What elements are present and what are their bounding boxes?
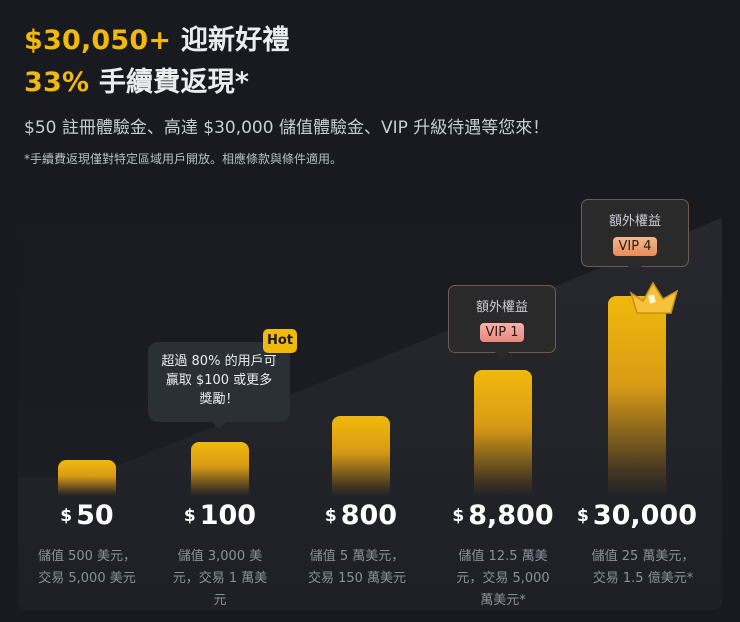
vip1-callout: 額外權益 VIP 1 — [448, 285, 556, 360]
hot-badge: Hot — [263, 329, 297, 353]
hot-tooltip-line: 超過 80% 的用戶可 — [161, 354, 277, 369]
tier-bar-8800 — [474, 370, 532, 496]
tier-amount: $800 — [324, 500, 398, 531]
tier-description: 儲值 5 萬美元， 交易 150 萬美元 — [307, 549, 407, 586]
subtitle: $50 註冊體驗金、高達 $30,000 儲值體驗金、VIP 升級待遇等您來！ — [24, 118, 550, 138]
tier-description: 儲值 25 萬美元， 交易 1.5 億美元* — [591, 549, 695, 586]
hot-tooltip-line: 贏取 $100 或更多 — [165, 373, 273, 388]
hot-tooltip-line: 獎勵！ — [199, 392, 239, 407]
tier-description: 儲值 500 美元， 交易 5,000 美元 — [37, 549, 137, 586]
headline-text: 迎新好禮 — [180, 25, 290, 56]
vip4-tag: VIP 4 — [612, 237, 658, 256]
vip1-tag: VIP 1 — [479, 323, 525, 342]
tier-description: 儲值 3,000 美元，交易 1 萬美元 — [172, 549, 268, 608]
rebate-text: 手續費返現* — [98, 67, 250, 98]
tier-bar-30000 — [608, 296, 666, 496]
tier-description: 儲值 12.5 萬美 元，交易 5,000 萬美元* — [456, 549, 550, 608]
headline-welcome-gift: $30,050+ 迎新好禮 — [24, 18, 290, 57]
tier-amount: $100 — [183, 500, 257, 531]
reward-tiers-panel: 超過 80% 的用戶可 贏取 $100 或更多 獎勵！ Hot 額外權益 VIP… — [18, 178, 722, 610]
tier-amount: $30,000 — [576, 500, 698, 531]
tier-amount: $8,800 — [452, 500, 554, 531]
vip-extra-label: 額外權益 — [608, 214, 661, 229]
tier-amount: $50 — [60, 500, 114, 531]
crown-icon — [629, 281, 679, 314]
vip4-callout: 額外權益 VIP 4 — [581, 199, 689, 274]
hot-tooltip: 超過 80% 的用戶可 贏取 $100 或更多 獎勵！ — [148, 342, 290, 429]
rebate-percent: 33% — [24, 67, 90, 98]
disclaimer: *手續費返現僅對特定區域用戶開放。相應條款與條件適用。 — [24, 152, 343, 166]
headline-amount: $30,050+ — [24, 25, 172, 56]
vip-extra-label: 額外權益 — [475, 300, 528, 315]
tier-bar-800 — [332, 416, 390, 496]
headline-rebate: 33% 手續費返現* — [24, 60, 249, 99]
tier-bar-100 — [191, 442, 249, 496]
tier-bar-50 — [58, 460, 116, 496]
